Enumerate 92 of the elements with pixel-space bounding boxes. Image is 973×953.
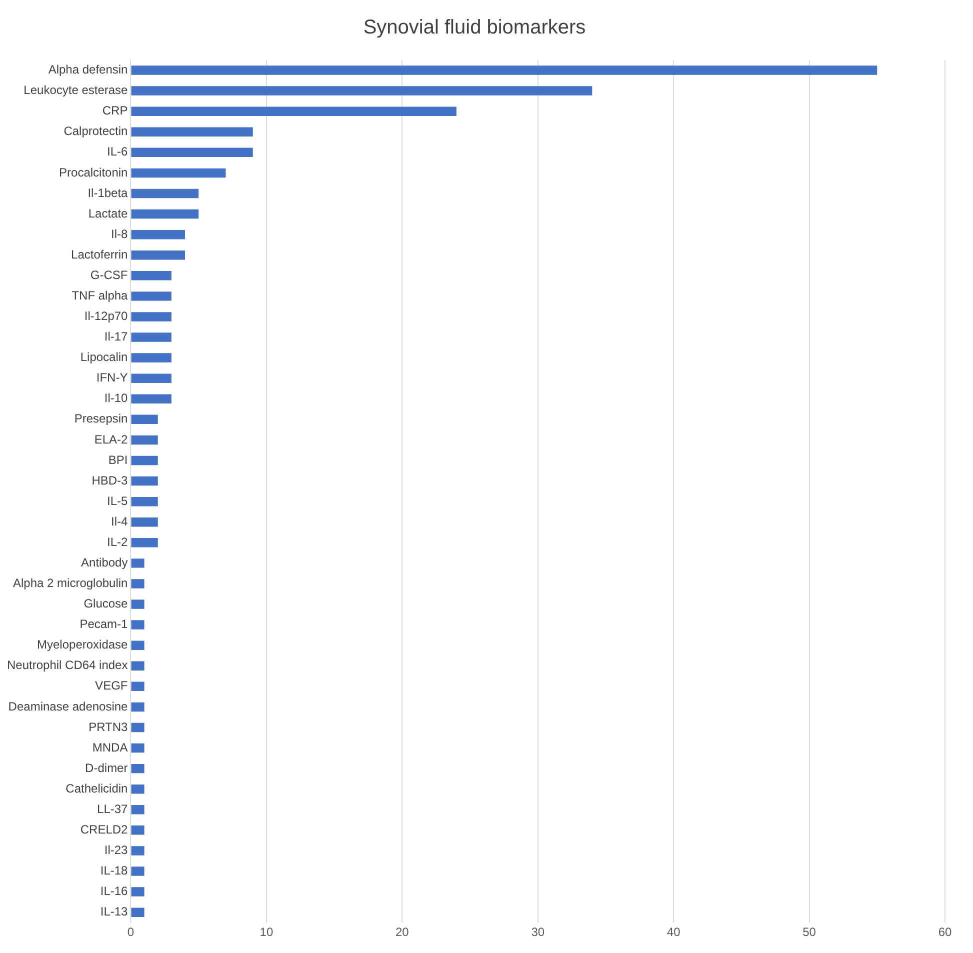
y-tick-label: D-dimer (85, 760, 128, 775)
bar (131, 230, 186, 240)
y-tick-label: IL-5 (107, 494, 128, 508)
bar (131, 908, 144, 917)
y-tick-label: Pecam-1 (80, 617, 128, 632)
y-tick-label: MNDA (92, 740, 128, 754)
x-tick-label: 10 (260, 925, 274, 940)
bar (131, 722, 144, 732)
bar (131, 682, 144, 692)
bar (131, 743, 144, 753)
x-tick-label: 40 (666, 925, 681, 940)
y-tick-label: Lactoferrin (71, 247, 128, 262)
bar (131, 209, 199, 219)
bar (131, 846, 144, 856)
bar (131, 353, 172, 362)
x-tick-label: 0 (127, 925, 134, 940)
y-tick-label: Il-8 (111, 226, 128, 241)
bar (131, 292, 172, 301)
y-tick-label: IFN-Y (96, 370, 128, 385)
x-tick-label: 20 (395, 925, 410, 940)
y-tick-label: G-CSF (90, 268, 128, 282)
bar (131, 805, 144, 814)
x-tick-label: 30 (531, 925, 545, 940)
y-tick-label: IL-2 (107, 534, 128, 549)
bar (131, 394, 172, 404)
y-tick-label: Myeloperoxidase (37, 638, 128, 652)
y-tick-label: Presepsin (74, 412, 128, 426)
bar (131, 86, 592, 96)
y-tick-label: CRP (102, 104, 128, 118)
y-tick-label: IL-13 (100, 904, 128, 919)
y-tick-label: LL-37 (97, 802, 128, 816)
y-tick-label: Alpha 2 microglobulin (13, 576, 128, 590)
y-tick-label: Antibody (81, 555, 128, 570)
bar (131, 106, 456, 116)
y-tick-label: IL-16 (100, 884, 128, 898)
y-tick-label: Il-23 (104, 843, 128, 858)
bar (131, 435, 158, 445)
y-tick-label: Cathelicidin (66, 781, 128, 796)
y-tick-label: Il-1beta (88, 186, 128, 200)
y-tick-label: Glucose (84, 596, 128, 611)
bar (131, 374, 172, 383)
y-tick-label: HBD-3 (92, 473, 128, 488)
y-tick-label: Alpha defensin (48, 62, 128, 77)
bar (131, 866, 144, 876)
bar (131, 148, 253, 158)
bar (131, 702, 144, 712)
chart-title: Synovial fluid biomarkers (363, 16, 586, 39)
bar (131, 496, 158, 506)
bar (131, 188, 199, 198)
bar (131, 271, 172, 280)
bar (131, 538, 158, 548)
y-tick-label: Leukocyte esterase (24, 83, 128, 98)
bar (131, 312, 172, 322)
bar (131, 579, 144, 588)
bar (131, 456, 158, 466)
y-tick-label: Neutrophil CD64 index (7, 658, 128, 672)
y-tick-label: Calprotectin (64, 124, 128, 138)
y-tick-label: Deaminase adenosine (8, 699, 128, 714)
bar (131, 66, 878, 75)
y-tick-label: PRTN3 (88, 720, 128, 734)
y-tick-label: Lactate (88, 206, 128, 220)
y-tick-label: IL-18 (100, 864, 128, 878)
x-tick-label: 50 (802, 925, 816, 940)
bar (131, 887, 144, 896)
x-tick-label: 60 (938, 925, 952, 940)
bar (131, 168, 226, 178)
y-tick-label: Procalcitonin (59, 165, 128, 180)
bar (131, 784, 144, 794)
y-tick-label: CRELD2 (80, 822, 128, 836)
bar (131, 250, 186, 260)
bar (131, 414, 158, 424)
y-tick-label: ELA-2 (94, 432, 128, 446)
y-tick-label: TNF alpha (72, 288, 128, 302)
bar (131, 620, 144, 630)
y-tick-label: Il-17 (104, 330, 128, 344)
y-tick-label: VEGF (95, 678, 128, 693)
bar (131, 517, 158, 527)
y-tick-label: Lipocalin (80, 350, 128, 364)
bar (131, 600, 144, 609)
bar (131, 764, 144, 774)
bar (131, 127, 253, 137)
bar (131, 826, 144, 835)
y-tick-label: IL-6 (107, 144, 128, 159)
bar (131, 476, 158, 486)
y-tick-label: Il-10 (104, 391, 128, 406)
bar (131, 640, 144, 650)
y-tick-label: Il-4 (111, 514, 128, 528)
bar (131, 558, 144, 568)
y-tick-label: BPI (108, 452, 128, 467)
bar (131, 661, 144, 670)
bar (131, 332, 172, 342)
y-tick-label: Il-12p70 (84, 309, 128, 324)
